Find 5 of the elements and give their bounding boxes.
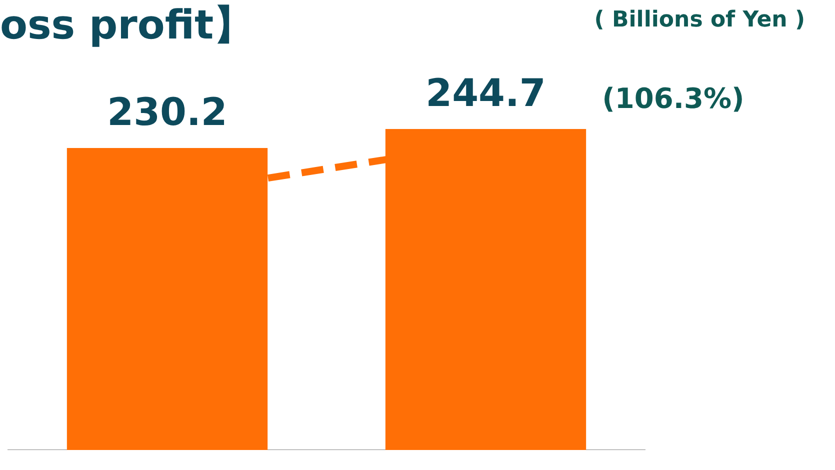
data-label: 230.2 [107, 90, 228, 134]
chart-title: oss profit】 [0, 2, 254, 48]
data-label: 244.7 [426, 70, 546, 115]
text: ( Billions of Yen ) [594, 8, 805, 33]
text: (106.3%) [602, 82, 744, 116]
